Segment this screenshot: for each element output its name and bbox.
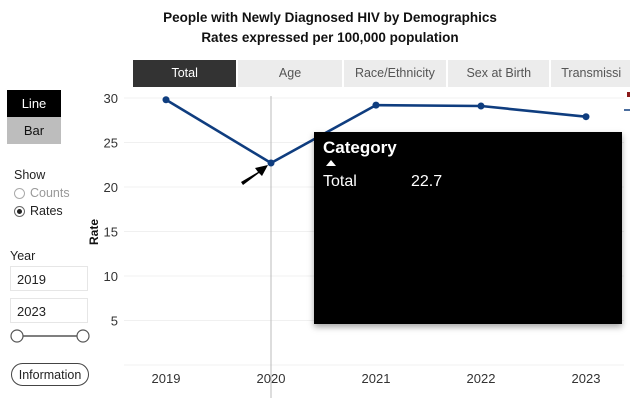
radio-unchecked-icon[interactable] bbox=[14, 187, 25, 199]
information-button[interactable]: Information bbox=[11, 363, 89, 386]
tooltip-heading: Category bbox=[323, 138, 397, 157]
data-point[interactable] bbox=[372, 101, 380, 109]
year-start-input[interactable]: 2019 bbox=[10, 266, 88, 291]
tooltip-category: Total bbox=[323, 173, 357, 190]
x-tick-label: 2021 bbox=[362, 371, 391, 386]
y-tick-label: 5 bbox=[111, 314, 118, 329]
slider-handle-start[interactable] bbox=[10, 329, 24, 343]
tab-sex-at-birth[interactable]: Sex at Birth bbox=[448, 60, 550, 87]
data-point[interactable] bbox=[582, 113, 590, 121]
mouse-pointer-arrow-icon bbox=[241, 165, 268, 185]
x-tick-label: 2022 bbox=[467, 371, 496, 386]
tooltip-value: 22.7 bbox=[411, 173, 443, 190]
rates-radio[interactable]: Rates bbox=[14, 204, 63, 218]
chart-subtitle: Rates expressed per 100,000 population bbox=[201, 30, 459, 45]
data-point[interactable] bbox=[267, 159, 275, 167]
radio-checked-icon[interactable] bbox=[14, 205, 25, 217]
y-tick-label: 30 bbox=[104, 91, 118, 106]
bar-chart-button[interactable]: Bar bbox=[7, 117, 61, 144]
tab-age[interactable]: Age bbox=[238, 60, 342, 87]
y-tick-label: 15 bbox=[104, 225, 118, 240]
year-label: Year bbox=[10, 249, 36, 263]
y-tick-label: 20 bbox=[104, 180, 118, 195]
counts-radio[interactable]: Counts bbox=[14, 186, 70, 200]
data-point[interactable] bbox=[162, 96, 170, 104]
tab-total[interactable]: Total bbox=[133, 60, 237, 87]
tab-transmission[interactable]: Transmissi bbox=[551, 60, 630, 87]
category-tabs: Total Age Race/Ethnicity Sex at Birth Tr… bbox=[133, 60, 630, 87]
sort-caret-icon bbox=[326, 160, 336, 166]
slider-handle-end[interactable] bbox=[76, 329, 90, 343]
year-range-slider[interactable] bbox=[10, 329, 90, 343]
line-chart-button[interactable]: Line bbox=[7, 90, 61, 117]
year-end-input[interactable]: 2023 bbox=[10, 298, 88, 323]
counts-label: Counts bbox=[30, 186, 70, 200]
x-tick-label: 2023 bbox=[572, 371, 601, 386]
show-label: Show bbox=[14, 168, 46, 182]
data-point[interactable] bbox=[477, 102, 485, 110]
y-tick-label: 25 bbox=[104, 136, 118, 151]
tab-race-ethnicity[interactable]: Race/Ethnicity bbox=[343, 60, 447, 87]
hover-tooltip: Category Total 22.7 bbox=[314, 132, 622, 324]
rates-label: Rates bbox=[30, 204, 63, 218]
chart-title: People with Newly Diagnosed HIV by Demog… bbox=[163, 10, 497, 25]
y-tick-label: 10 bbox=[104, 269, 118, 284]
legend-fragment bbox=[624, 92, 630, 111]
x-tick-label: 2019 bbox=[152, 371, 181, 386]
y-axis-label: Rate bbox=[87, 219, 101, 245]
